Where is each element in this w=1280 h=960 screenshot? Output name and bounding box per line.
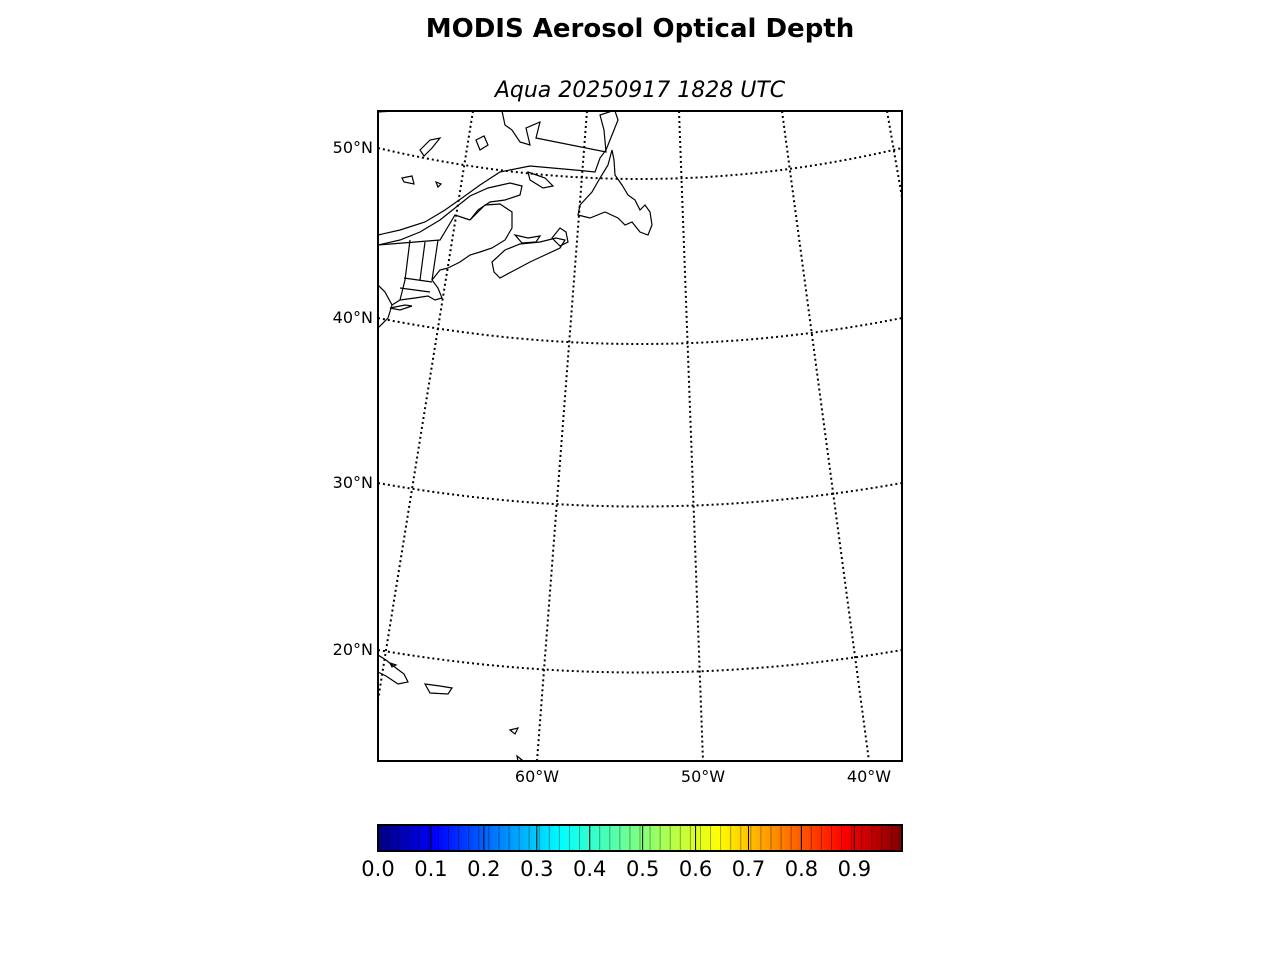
colorbar-tick-label: 0.7 (732, 857, 765, 881)
coast-hispaniola (378, 654, 409, 685)
coast-gaspe (378, 182, 523, 246)
meridian-60w (536, 111, 588, 761)
colorbar: 0.0 0.1 0.2 0.3 0.4 0.5 0.6 0.7 0.8 0.9 (361, 824, 903, 881)
coast-nova-scotia (491, 237, 566, 279)
lon-label-50w: 50°W (681, 767, 725, 786)
longitude-labels: 60°W 50°W 40°W (515, 767, 891, 786)
coast-cape-breton (551, 227, 569, 247)
colorbar-tick-label: 0.4 (573, 857, 606, 881)
lake-1 (419, 137, 442, 157)
island-anticosti (527, 171, 555, 189)
lake-2 (475, 135, 489, 151)
parallels (378, 147, 902, 674)
island-lesser-antilles-1 (508, 727, 520, 735)
colorbar-tick-label: 0.2 (467, 857, 500, 881)
lon-label-40w: 40°W (847, 767, 891, 786)
colorbar-tick-label: 0.5 (626, 857, 659, 881)
state-borders (399, 239, 439, 301)
parallel-30n (378, 482, 902, 508)
map-frame (377, 110, 903, 762)
colorbar-dividers (377, 825, 893, 851)
colorbar-frame (377, 824, 903, 852)
lon-label-60w: 60°W (515, 767, 559, 786)
colorbar-tick-label: 0.3 (520, 857, 553, 881)
coast-st-lawrence-north (378, 111, 619, 236)
island-long-island (389, 304, 413, 311)
colorbar-tick-label: 0.0 (361, 857, 394, 881)
colorbar-tick-label: 0.9 (838, 857, 871, 881)
coast-new-brunswick (447, 203, 513, 269)
lat-label-40n: 40°N (333, 308, 373, 327)
latitude-labels: 50°N 40°N 30°N 20°N (333, 138, 373, 659)
colorbar-gradient (378, 825, 902, 851)
parallel-40n (378, 317, 902, 345)
island-small-1 (388, 661, 398, 668)
colorbar-tick-label: 0.8 (785, 857, 818, 881)
island-puerto-rico (423, 683, 454, 695)
island-pei (513, 233, 542, 244)
lake-3 (401, 175, 415, 185)
colorbar-tick-label: 0.6 (679, 857, 712, 881)
coastlines (378, 111, 653, 761)
lat-label-50n: 50°N (333, 138, 373, 157)
parallel-50n (378, 147, 902, 180)
colorbar-tick-labels: 0.0 0.1 0.2 0.3 0.4 0.5 0.6 0.7 0.8 0.9 (361, 857, 871, 881)
lat-label-30n: 30°N (333, 473, 373, 492)
map-subtitle: Aqua 20250917 1828 UTC (494, 78, 786, 103)
coast-labrador (378, 111, 613, 153)
map-area (378, 111, 902, 761)
coast-us-northeast (378, 267, 449, 329)
parallel-20n (378, 649, 902, 674)
meridian-30w (886, 111, 902, 204)
lat-label-20n: 20°N (333, 640, 373, 659)
lake-4 (434, 180, 443, 189)
border-canada-us (378, 214, 471, 246)
meridian-70w (378, 111, 474, 701)
figure-title: MODIS Aerosol Optical Depth (425, 14, 855, 44)
coast-newfoundland (577, 149, 653, 236)
colorbar-tick-label: 0.1 (414, 857, 447, 881)
meridian-50w (678, 111, 704, 761)
meridian-40w (781, 111, 870, 761)
meridians (378, 111, 902, 761)
